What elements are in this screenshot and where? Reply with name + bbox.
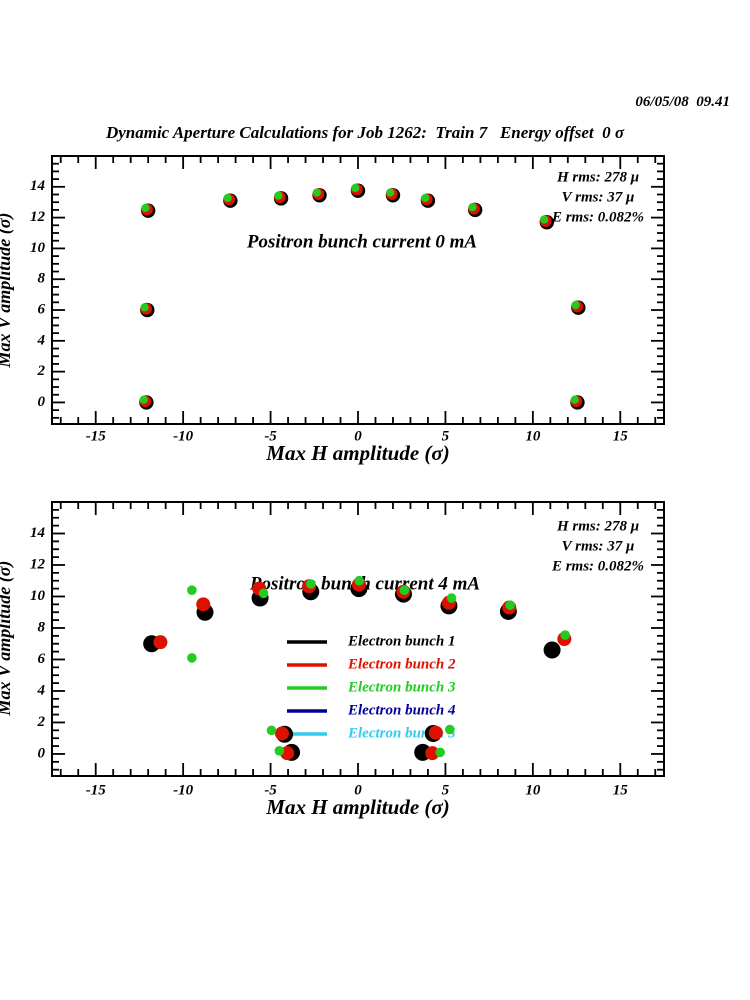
y-tick-label: 0 bbox=[38, 394, 46, 410]
data-point bbox=[223, 193, 232, 203]
data-point bbox=[305, 579, 316, 589]
data-point bbox=[153, 635, 168, 650]
x-tick-label: -10 bbox=[173, 428, 193, 444]
stats-line: E rms: 0.082% bbox=[551, 209, 644, 225]
data-point bbox=[560, 630, 571, 640]
data-point bbox=[425, 746, 440, 761]
plot-annotation: Positron bunch current 0 mA bbox=[246, 231, 477, 252]
data-point bbox=[570, 395, 579, 404]
data-point bbox=[421, 193, 430, 203]
x-tick-label: 10 bbox=[525, 782, 541, 798]
y-tick-label: 12 bbox=[30, 209, 46, 225]
x-tick-label: 5 bbox=[442, 782, 450, 798]
y-tick-label: 6 bbox=[38, 651, 46, 667]
x-tick-label: -10 bbox=[173, 782, 193, 798]
data-point bbox=[266, 725, 277, 736]
data-point bbox=[274, 191, 283, 200]
data-point bbox=[187, 653, 197, 663]
y-tick-label: 2 bbox=[37, 714, 46, 730]
data-point bbox=[505, 600, 515, 610]
data-point bbox=[571, 300, 580, 310]
data-point bbox=[274, 726, 289, 741]
x-tick-label: 10 bbox=[525, 428, 541, 444]
x-tick-label: 15 bbox=[613, 428, 629, 444]
y-tick-label: 6 bbox=[38, 301, 46, 317]
y-tick-label: 2 bbox=[37, 363, 46, 379]
stats-line: E rms: 0.082% bbox=[551, 558, 644, 574]
data-point bbox=[196, 597, 211, 612]
y-tick-label: 4 bbox=[37, 682, 46, 698]
x-axis-label-top: Max H amplitude (σ) bbox=[266, 441, 450, 465]
timestamp: 06/05/08 09.41 bbox=[635, 94, 730, 110]
x-tick-label: 15 bbox=[613, 782, 629, 798]
y-tick-label: 14 bbox=[30, 525, 46, 541]
y-tick-label: 12 bbox=[30, 556, 46, 572]
stats-line: V rms: 37 μ bbox=[562, 538, 635, 554]
data-point bbox=[312, 188, 321, 197]
x-tick-label: 0 bbox=[354, 428, 362, 444]
legend-label: Electron bunch 1 bbox=[347, 633, 456, 649]
x-tick-label: -15 bbox=[86, 782, 106, 798]
legend-label: Electron bunch 2 bbox=[347, 656, 456, 672]
x-axis-label-bottom: Max H amplitude (σ) bbox=[266, 795, 450, 819]
data-point bbox=[468, 203, 477, 212]
data-point bbox=[354, 575, 365, 586]
y-tick-label: 14 bbox=[30, 178, 46, 194]
data-point bbox=[543, 641, 561, 659]
legend-label: Electron bunch 3 bbox=[347, 679, 456, 695]
y-tick-label: 10 bbox=[30, 588, 46, 604]
x-tick-label: -5 bbox=[264, 782, 277, 798]
y-tick-label: 10 bbox=[30, 240, 46, 256]
y-tick-label: 0 bbox=[38, 745, 46, 761]
data-point bbox=[274, 746, 285, 756]
x-tick-label: 0 bbox=[354, 782, 362, 798]
stats-line: H rms: 278 μ bbox=[556, 169, 639, 185]
page-title: Dynamic Aperture Calculations for Job 12… bbox=[105, 123, 625, 142]
y-tick-label: 8 bbox=[38, 619, 46, 635]
data-point bbox=[435, 747, 445, 758]
data-point bbox=[187, 585, 197, 595]
data-point bbox=[351, 183, 360, 193]
data-point bbox=[258, 588, 269, 599]
x-tick-label: -5 bbox=[264, 428, 277, 444]
data-point bbox=[140, 303, 149, 312]
x-tick-label: -15 bbox=[86, 428, 106, 444]
y-tick-label: 4 bbox=[37, 332, 46, 348]
data-point bbox=[386, 188, 395, 197]
data-point bbox=[445, 724, 455, 735]
stats-line: H rms: 278 μ bbox=[556, 518, 639, 534]
data-point bbox=[141, 203, 150, 213]
data-point bbox=[399, 585, 410, 595]
data-point bbox=[428, 725, 443, 740]
legend-label: Electron bunch 4 bbox=[347, 702, 456, 718]
data-point bbox=[139, 395, 148, 404]
y-tick-label: 8 bbox=[38, 271, 46, 287]
data-point bbox=[446, 593, 457, 603]
x-tick-label: 5 bbox=[442, 428, 450, 444]
stats-line: V rms: 37 μ bbox=[562, 189, 635, 205]
data-point bbox=[540, 215, 549, 224]
